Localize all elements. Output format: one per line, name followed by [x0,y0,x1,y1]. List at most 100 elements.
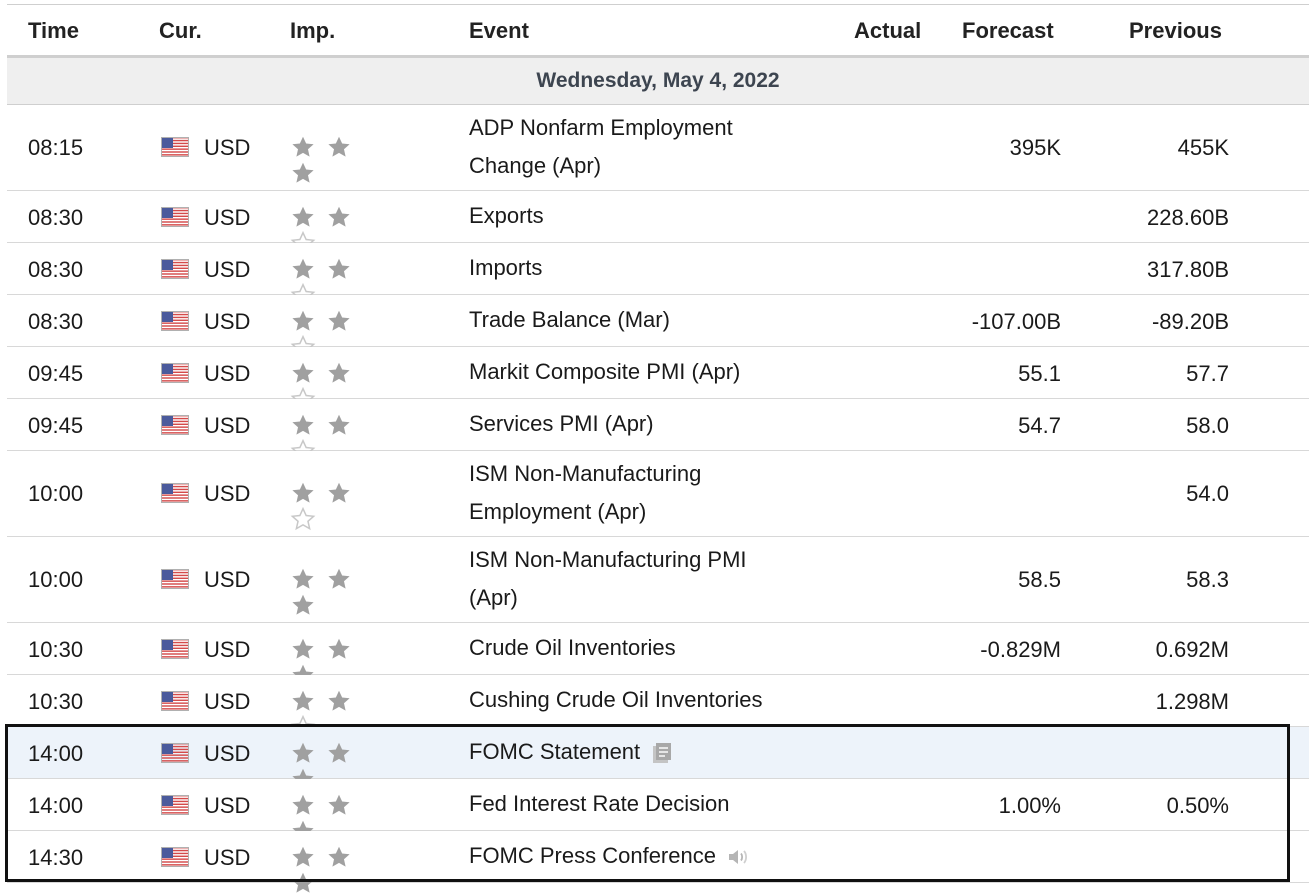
event-name-link[interactable]: Trade Balance (Mar) [469,301,839,339]
event-forecast: 54.7 [1018,413,1061,438]
economic-calendar-table: Time Cur. Imp. Event Actual Forecast Pre… [7,4,1309,893]
importance-stars [290,566,390,615]
star-filled-icon [292,310,314,331]
star-filled-icon [292,690,314,711]
event-time: 10:30 [28,689,84,714]
star-filled-icon [328,846,350,867]
event-name-text: Crude Oil Inventories [469,635,676,660]
event-name-link[interactable]: ISM Non-Manufacturing PMI (Apr) [469,541,839,617]
table-header: Time Cur. Imp. Event Actual Forecast Pre… [7,4,1309,58]
header-importance[interactable]: Imp. [290,18,336,43]
star-empty-icon [290,506,316,531]
event-name-link[interactable]: ISM Non-Manufacturing Employment (Apr) [469,455,839,531]
table-row[interactable]: 08:30 USD Exports 228.60B [7,191,1309,255]
table-row[interactable]: 14:00 USD Fed Interest Rate Decision 1.00% 0… [7,779,1309,841]
event-name-link[interactable]: ADP Nonfarm Employment Change (Apr) [469,109,839,185]
event-name-text: FOMC Statement [469,739,641,764]
event-name-text: ISM Non-Manufacturing PMI [469,547,747,572]
event-name-link[interactable]: Fed Interest Rate Decision [469,785,839,823]
table-row[interactable]: 10:30 USD Crude Oil Inventories -0.829M 0.69… [7,623,1309,685]
importance-stars [290,792,390,841]
event-name-line: ADP Nonfarm Employment [469,109,839,147]
speaker-icon[interactable] [726,845,750,869]
header-currency[interactable]: Cur. [159,18,202,43]
event-previous: 58.0 [1186,413,1229,438]
header-forecast[interactable]: Forecast [962,18,1054,43]
table-row[interactable]: 10:00 USD ISM Non-Manufacturing PMI (Apr) 58… [7,537,1309,623]
event-previous: 317.80B [1147,257,1229,282]
event-previous: 1.298M [1155,689,1229,714]
importance-stars [290,844,390,893]
event-name-link[interactable]: Cushing Crude Oil Inventories [469,681,839,719]
event-name-text: ISM Non-Manufacturing [469,461,702,486]
event-name-text: FOMC Press Conference [469,843,716,868]
importance-stars [290,740,390,789]
table-row[interactable]: 09:45 USD Services PMI (Apr) 54.7 58.0 [7,399,1309,463]
event-name-link[interactable]: Services PMI (Apr) [469,405,839,443]
event-name-text: Services PMI (Apr) [469,411,654,436]
header-actual[interactable]: Actual [854,18,922,43]
event-name-line: Crude Oil Inventories [469,629,839,667]
event-currency: USD [204,413,251,438]
event-time: 08:30 [28,257,84,282]
event-name-line: Change (Apr) [469,147,839,185]
header-event[interactable]: Event [469,18,529,43]
us-flag-icon [161,569,189,589]
event-name-link[interactable]: FOMC Statement [469,733,839,771]
star-filled-icon [292,872,314,893]
us-flag-icon [161,847,189,867]
event-currency: USD [204,845,251,870]
table-row[interactable]: 08:30 USD Imports 317.80B [7,243,1309,307]
event-name-link[interactable]: Imports [469,249,839,287]
event-name-line: Imports [469,249,839,287]
event-currency: USD [204,257,251,282]
importance-stars [290,360,390,411]
importance-stars [290,412,390,463]
header-time[interactable]: Time [28,18,79,43]
event-time: 09:45 [28,361,84,386]
event-currency: USD [204,481,251,506]
event-forecast: 55.1 [1018,361,1061,386]
event-name-link[interactable]: Crude Oil Inventories [469,629,839,667]
importance-stars [290,308,390,359]
event-name-text: Change (Apr) [469,153,602,178]
table-row[interactable]: 09:45 USD Markit Composite PMI (Apr) 55.1 57… [7,347,1309,411]
event-currency: USD [204,135,251,160]
event-time: 08:30 [28,205,84,230]
document-icon[interactable] [650,741,674,765]
event-previous: 0.692M [1155,637,1229,662]
star-filled-icon [292,136,314,157]
star-filled-icon [292,206,314,227]
star-filled-icon [328,258,350,279]
event-name-link[interactable]: Markit Composite PMI (Apr) [469,353,839,391]
event-previous: 54.0 [1186,481,1229,506]
event-name-line: (Apr) [469,579,839,617]
event-name-text: Markit Composite PMI (Apr) [469,359,741,384]
event-name-text: Employment (Apr) [469,499,647,524]
star-filled-icon [328,414,350,435]
event-currency: USD [204,793,251,818]
event-name-link[interactable]: Exports [469,197,839,235]
event-name-line: FOMC Statement [469,733,839,771]
event-currency: USD [204,309,251,334]
event-name-link[interactable]: FOMC Press Conference [469,837,839,875]
star-filled-icon [292,794,314,815]
table-row[interactable]: 14:00 USD FOMC Statement [7,727,1309,789]
star-filled-icon [328,206,350,227]
star-filled-icon [292,414,314,435]
event-previous: 58.3 [1186,567,1229,592]
header-previous[interactable]: Previous [1129,18,1222,43]
table-row[interactable]: 08:30 USD Trade Balance (Mar) -107.00B -89.2… [7,295,1309,359]
table-row[interactable]: 08:15 USD ADP Nonfarm Employment Change (Ap… [7,105,1309,191]
us-flag-icon [161,311,189,331]
table-row[interactable]: 14:30 USD FOMC Press Conference [7,831,1309,893]
star-filled-icon [292,362,314,383]
event-name-text: Cushing Crude Oil Inventories [469,687,763,712]
event-name-line: Fed Interest Rate Decision [469,785,839,823]
event-currency: USD [204,689,251,714]
table-row[interactable]: 10:30 USD Cushing Crude Oil Inventories 1.2… [7,675,1309,739]
table-row[interactable]: 10:00 USD ISM Non-Manufacturing Employment … [7,451,1309,537]
event-name-text: (Apr) [469,585,518,610]
star-filled-icon [292,162,314,183]
event-previous: 228.60B [1147,205,1229,230]
